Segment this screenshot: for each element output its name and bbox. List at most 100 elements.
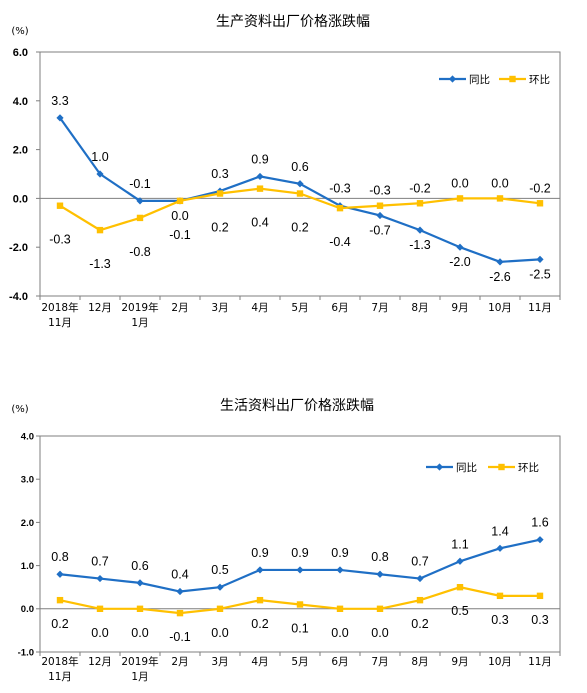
data-label-mom: 0.1 xyxy=(291,621,308,635)
y-tick-label: 4.0 xyxy=(21,431,34,442)
x-tick-label: 11月 xyxy=(528,656,552,668)
data-label-yoy: 3.3 xyxy=(51,94,68,108)
data-label-yoy: 1.0 xyxy=(91,150,108,164)
data-label-yoy: -2.0 xyxy=(449,255,471,269)
y-tick-label: 1.0 xyxy=(21,561,34,572)
legend-marker-mom xyxy=(498,463,505,471)
data-point-yoy xyxy=(496,258,504,266)
x-tick-label-line2: 1月 xyxy=(131,671,148,683)
y-tick-label: 2.0 xyxy=(21,518,34,529)
data-label-mom: -0.2 xyxy=(529,181,551,195)
x-tick-label: 7月 xyxy=(371,302,388,314)
data-label-mom: 0.2 xyxy=(291,221,308,235)
x-tick-label: 11月 xyxy=(528,302,552,314)
data-point-mom xyxy=(56,596,64,604)
data-label-mom: 0.4 xyxy=(251,216,268,230)
data-label-yoy: -0.7 xyxy=(369,223,391,237)
data-point-yoy xyxy=(536,536,544,544)
data-point-mom xyxy=(536,592,544,600)
y-axis-unit: (%) xyxy=(11,26,28,37)
data-point-mom xyxy=(376,202,384,209)
y-tick-label: 6.0 xyxy=(13,47,28,59)
chart-title: 生活资料出厂价格涨跌幅 xyxy=(220,398,374,414)
data-point-mom xyxy=(136,214,144,222)
data-point-mom xyxy=(456,195,464,202)
legend-label-mom: 环比 xyxy=(518,461,539,474)
legend-label-yoy: 同比 xyxy=(469,73,490,86)
data-point-mom xyxy=(456,584,464,591)
data-point-mom xyxy=(176,609,184,617)
data-point-yoy xyxy=(296,180,304,188)
plot-area xyxy=(39,435,561,653)
data-label-mom: 0.2 xyxy=(251,617,268,631)
chart-production-materials: 生产资料出厂价格涨跌幅 (%) 6.0 4.0 2.0 0.0 -2.0 -4.0 2018年 1… xyxy=(9,14,561,329)
data-label-mom: 0.0 xyxy=(331,626,348,640)
x-tick-label-line2: 11月 xyxy=(48,671,72,683)
data-label-yoy: 0.7 xyxy=(91,555,108,569)
data-label-yoy: -1.3 xyxy=(409,238,431,252)
data-label-mom: 0.2 xyxy=(211,221,228,235)
data-label-yoy: -0.1 xyxy=(129,177,151,191)
data-point-mom xyxy=(536,200,544,207)
data-point-yoy xyxy=(136,579,144,587)
data-label-yoy: 0.8 xyxy=(51,550,68,564)
data-label-mom: 0.0 xyxy=(91,626,108,640)
x-tick-label-line2: 1月 xyxy=(131,317,148,329)
x-tick-label: 3月 xyxy=(211,302,228,314)
x-tick-label: 5月 xyxy=(291,302,308,314)
data-label-mom: 0.2 xyxy=(51,617,68,631)
data-point-mom xyxy=(216,190,224,197)
data-point-yoy xyxy=(256,566,264,574)
x-tick-label: 2019年 xyxy=(121,655,158,668)
data-point-yoy xyxy=(416,574,424,583)
legend-marker-mom xyxy=(509,75,516,83)
x-tick-label: 5月 xyxy=(291,656,308,668)
data-label-yoy: 1.1 xyxy=(451,537,468,551)
data-label-mom: -0.4 xyxy=(329,235,351,249)
data-label-mom: 0.3 xyxy=(491,613,508,627)
data-point-yoy xyxy=(376,570,384,578)
x-tick-label: 8月 xyxy=(411,656,428,668)
data-label-mom: 0.3 xyxy=(531,613,548,627)
data-label-yoy: -0.3 xyxy=(329,182,351,196)
data-point-yoy xyxy=(216,583,224,591)
y-tick-label: -4.0 xyxy=(9,291,28,303)
data-label-mom: 0.0 xyxy=(131,626,148,640)
x-tick-label: 2018年 xyxy=(41,301,78,314)
x-tick-label: 2019年 xyxy=(121,301,158,314)
data-label-yoy: 0.5 xyxy=(211,563,228,577)
x-tick-label: 6月 xyxy=(331,656,348,668)
y-tick-label: 0.0 xyxy=(21,604,34,615)
data-label-yoy: 0.9 xyxy=(251,152,268,166)
data-label-yoy: 0.4 xyxy=(171,568,188,582)
data-label-yoy: 0.6 xyxy=(291,160,308,174)
x-tick-label: 6月 xyxy=(331,302,348,314)
plot-area xyxy=(39,51,561,297)
data-label-yoy: 0.7 xyxy=(411,555,428,569)
x-tick-label: 8月 xyxy=(411,302,428,314)
x-tick-label: 12月 xyxy=(88,656,112,668)
data-point-mom xyxy=(96,226,104,234)
y-tick-label: -2.0 xyxy=(9,242,28,254)
data-point-mom xyxy=(96,605,104,612)
x-tick-label: 9月 xyxy=(451,302,468,314)
data-point-mom xyxy=(416,596,424,604)
x-tick-label: 9月 xyxy=(451,656,468,668)
data-point-mom xyxy=(376,605,384,612)
y-tick-label: 3.0 xyxy=(21,475,34,486)
data-label-mom: 0.2 xyxy=(411,617,428,631)
x-tick-label: 2月 xyxy=(171,656,188,668)
data-label-mom: -0.1 xyxy=(169,228,191,242)
data-label-yoy: 0.0 xyxy=(171,209,188,223)
legend-label-yoy: 同比 xyxy=(456,461,477,474)
data-point-yoy xyxy=(336,566,344,574)
data-label-yoy: 1.6 xyxy=(531,516,548,530)
data-point-yoy xyxy=(456,243,464,251)
data-point-mom xyxy=(176,197,184,205)
data-point-mom xyxy=(296,190,304,197)
x-tick-label: 4月 xyxy=(251,302,268,314)
data-point-mom xyxy=(216,605,224,612)
data-label-mom: 0.0 xyxy=(211,626,228,640)
y-axis-unit: (%) xyxy=(11,404,28,415)
data-point-yoy xyxy=(416,226,424,234)
